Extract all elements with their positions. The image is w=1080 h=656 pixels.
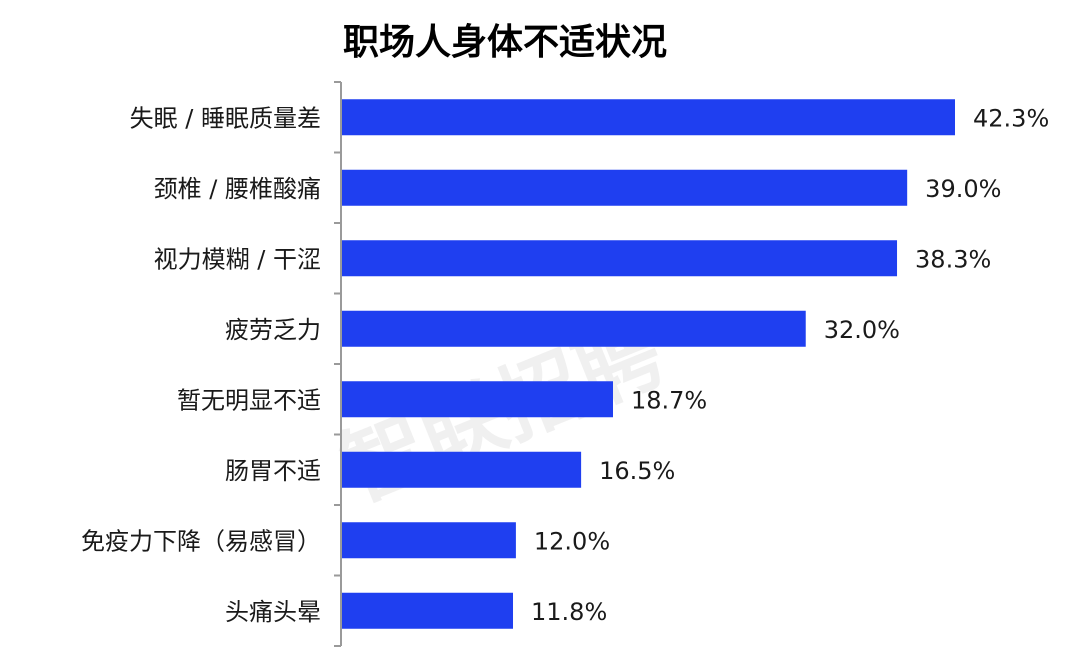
bar xyxy=(342,522,516,559)
value-label: 38.3% xyxy=(915,245,991,273)
category-label: 视力模糊 / 干涩 xyxy=(154,245,321,273)
value-label: 18.7% xyxy=(631,386,707,414)
bar xyxy=(342,240,898,277)
value-label: 16.5% xyxy=(599,457,675,485)
value-labels: 42.3% 39.0% 38.3% 32.0% 18.7% 16.5% 12.0% 11.8% xyxy=(531,104,1049,626)
y-axis xyxy=(334,81,342,647)
category-label: 颈椎 / 腰椎酸痛 xyxy=(154,175,321,203)
category-label: 免疫力下降（易感冒） xyxy=(81,527,321,555)
category-label: 失眠 / 睡眠质量差 xyxy=(130,104,321,132)
category-label: 肠胃不适 xyxy=(225,457,321,485)
bar xyxy=(342,381,613,418)
bar xyxy=(342,99,955,136)
bar xyxy=(342,310,806,347)
bar xyxy=(342,451,582,488)
value-label: 12.0% xyxy=(534,527,610,555)
chart-title: 职场人身体不适状况 xyxy=(343,22,667,63)
bar xyxy=(342,592,514,629)
category-label: 头痛头晕 xyxy=(225,598,321,626)
category-label: 暂无明显不适 xyxy=(177,386,321,414)
value-label: 42.3% xyxy=(973,104,1049,132)
bars xyxy=(342,99,955,629)
bar xyxy=(342,169,908,206)
category-label: 疲劳乏力 xyxy=(225,316,321,344)
value-label: 32.0% xyxy=(824,316,900,344)
value-label: 11.8% xyxy=(531,598,607,626)
value-label: 39.0% xyxy=(925,175,1001,203)
